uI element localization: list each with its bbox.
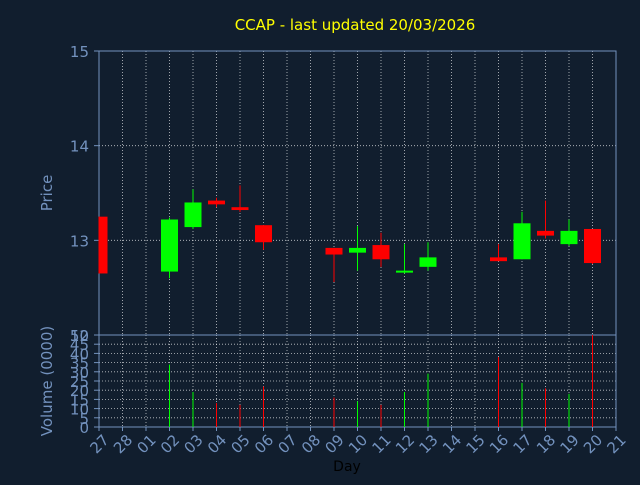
candle-body	[325, 247, 343, 255]
volume-tick-label: 50	[70, 327, 89, 345]
volume-tick-label: 20	[70, 382, 89, 400]
candle-body	[184, 202, 202, 228]
volume-bars	[169, 335, 593, 427]
x-axis-label: Day	[333, 459, 361, 475]
candle-body	[537, 230, 554, 236]
price-tick-label: 14	[70, 138, 89, 156]
volume-tick-label: 40	[70, 345, 89, 363]
price-tick-label: 13	[70, 232, 89, 250]
volume-tick-label: 35	[70, 355, 89, 373]
candle-body	[584, 228, 601, 264]
candle-body	[513, 223, 531, 260]
candle-body	[208, 200, 225, 205]
candle-body	[490, 257, 507, 262]
chart-title: CCAP - last updated 20/03/2026	[235, 16, 476, 34]
candle-body	[231, 207, 249, 211]
candle-body	[419, 257, 437, 267]
volume-tick-label: 5	[79, 410, 89, 428]
candles	[98, 185, 601, 282]
volume-tick-label: 25	[70, 373, 89, 391]
volume-axis-label: Volume (0000)	[38, 326, 56, 436]
candle-body	[349, 247, 366, 253]
price-y-ticks: 12 13 14 15	[70, 43, 99, 345]
volume-tick-label: 0	[79, 419, 89, 437]
volume-tick-label: 15	[70, 391, 89, 409]
price-tick-label: 15	[70, 43, 89, 61]
price-axis-label: Price	[38, 175, 56, 212]
price-tick-label: 12	[70, 327, 89, 345]
candle-body	[372, 245, 390, 260]
volume-tick-label: 10	[70, 401, 89, 419]
candle-body	[161, 219, 178, 272]
candle-body	[560, 230, 578, 245]
volume-tick-label: 45	[70, 336, 89, 354]
candle-body	[396, 270, 413, 273]
volume-tick-label: 30	[70, 364, 89, 382]
candle-body	[255, 225, 272, 243]
candle-body	[99, 216, 108, 274]
